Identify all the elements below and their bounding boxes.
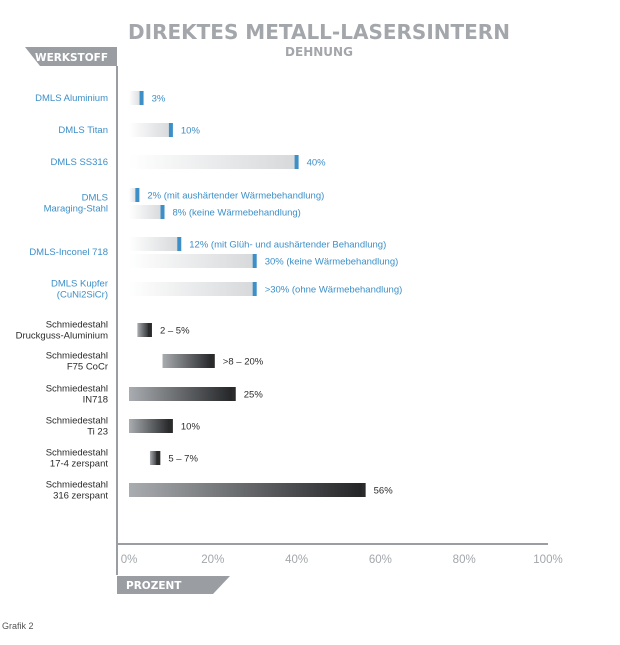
bar-end-cap [139,91,144,105]
data-label: 5 – 7% [168,454,198,465]
x-axis-title: PROZENT [126,580,182,592]
category-label-line: Schmiedestahl [46,320,108,331]
bar [129,419,171,433]
x-tick-label: 80% [453,554,476,566]
category-label-line: DMLS [82,193,108,204]
category-label-line: DMLS Kupfer [51,279,108,290]
bar [129,123,171,137]
bar [129,387,234,401]
category-label: Schmiedestahl IN718 [46,384,108,406]
x-tick-label: 100% [533,554,562,566]
category-label: Schmiedestahl Druckguss-Aluminium [16,320,108,342]
bar [129,254,255,268]
bar [162,354,213,368]
bar [129,205,163,219]
bar [149,451,159,465]
figure-caption: Grafik 2 [2,621,34,631]
bar [129,188,138,202]
category-label: Schmiedestahl F75 CoCr [46,351,108,373]
bar-end-cap [168,419,173,433]
x-tick-label: 60% [369,554,392,566]
category-label-line: 316 zerspant [53,491,108,502]
data-label: 2 – 5% [160,326,190,337]
x-tick-label: 0% [121,554,138,566]
data-label: 2% (mit aushärtender Wärmebehandlung) [147,191,324,202]
bar-end-cap [252,254,257,268]
category-label-line: (CuNi2SiCr) [57,290,108,301]
bar-end-cap [231,387,236,401]
category-label-line: Schmiedestahl [46,351,108,362]
category-label-line: DMLS-Inconel 718 [29,247,108,258]
data-label: 10% [181,422,201,433]
data-label: 40% [307,158,327,169]
bar [137,323,150,337]
data-label: 56% [374,486,394,497]
category-label-line: DMLS SS316 [50,157,108,168]
category-label-line: Schmiedestahl [46,384,108,395]
bar [129,155,297,169]
y-axis-tag-bg [25,47,117,66]
category-label-line: Schmiedestahl [46,480,108,491]
category-label: Schmiedestahl Ti 23 [46,416,108,438]
bar-end-cap [147,323,152,337]
x-axis-tag-bg [117,576,230,594]
category-label-line: F75 CoCr [67,362,108,373]
category-label-line: Ti 23 [87,427,108,438]
category-label-line: IN718 [83,395,108,406]
category-label-line: 17-4 zerspant [50,459,108,470]
bar-end-cap [160,205,165,219]
category-label-line: DMLS Titan [58,125,108,136]
data-label: 12% (mit Glüh- und aushärtender Behandlu… [189,240,386,251]
bar-end-cap [177,237,182,251]
category-label: DMLS Aluminium [35,93,108,104]
bar-end-cap [361,483,366,497]
bar [129,91,142,105]
category-label-line: DMLS Aluminium [35,93,108,104]
bar-end-cap [156,451,161,465]
bar-end-cap [135,188,140,202]
category-label-line: Maraging-Stahl [44,204,108,215]
chart-title: DIREKTES METALL-LASERSINTERN [128,20,510,44]
category-label: Schmiedestahl 17-4 zerspant [46,448,109,470]
category-label-line: Druckguss-Aluminium [16,331,108,342]
category-label: DMLS-Inconel 718 [29,247,108,258]
y-axis-title: WERKSTOFF [35,52,108,64]
bars-group: DMLS Aluminium 3% DMLS Titan 10% DMLS SS316 4… [16,91,403,502]
category-label: DMLS Kupfer (CuNi2SiCr) [51,279,108,301]
category-label: DMLS Titan [58,125,108,136]
category-label: DMLS Maraging-Stahl [44,193,108,215]
x-tick-label: 40% [285,554,308,566]
bar [129,483,364,497]
bar-end-cap [294,155,299,169]
bar-end-cap [168,123,173,137]
category-label: DMLS SS316 [50,157,108,168]
data-label: 25% [244,390,264,401]
data-label: 8% (keine Wärmebehandlung) [173,208,301,219]
x-axis-ticks: 0% 20% 40% 60% 80% 100% [121,554,563,566]
bar [129,237,180,251]
category-label-line: Schmiedestahl [46,416,108,427]
data-label: 10% [181,126,201,137]
data-label: 3% [152,94,166,105]
data-label: >30% (ohne Wärmebehandlung) [265,285,403,296]
category-label-line: Schmiedestahl [46,448,108,459]
bar-end-cap [252,282,257,296]
chart-subtitle: DEHNUNG [285,45,353,59]
data-label: >8 – 20% [223,357,264,368]
bar [129,282,255,296]
data-label: 30% (keine Wärmebehandlung) [265,257,399,268]
x-tick-label: 20% [201,554,224,566]
bar-end-cap [210,354,215,368]
category-label: Schmiedestahl 316 zerspant [46,480,109,502]
